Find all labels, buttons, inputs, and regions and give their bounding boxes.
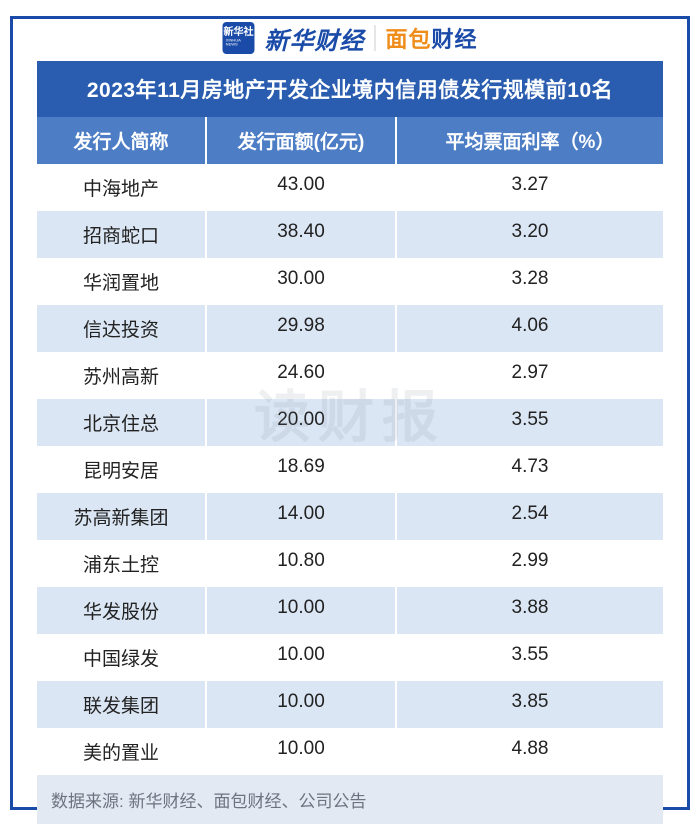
cell-issuer: 苏州高新: [37, 352, 207, 399]
xinhua-badge-en: XINHUA NEWS: [226, 39, 252, 47]
cell-issuer: 华润置地: [37, 258, 207, 305]
cell-rate: 3.55: [397, 634, 663, 681]
cell-issuer: 北京住总: [37, 399, 207, 446]
content-area: 2023年11月房地产开发企业境内信用债发行规模前10名 发行人简称 发行面额(…: [13, 19, 687, 824]
cell-amount: 10.00: [207, 634, 397, 681]
cell-amount: 18.69: [207, 446, 397, 493]
cell-issuer: 华发股份: [37, 587, 207, 634]
table-header-row: 发行人简称 发行面额(亿元) 平均票面利率（%）: [37, 117, 663, 164]
cell-issuer: 联发集团: [37, 681, 207, 728]
data-table: 2023年11月房地产开发企业境内信用债发行规模前10名 发行人简称 发行面额(…: [37, 61, 663, 824]
cell-issuer: 信达投资: [37, 305, 207, 352]
cell-issuer: 浦东土控: [37, 540, 207, 587]
cell-amount: 10.00: [207, 728, 397, 775]
table-row: 浦东土控10.802.99: [37, 540, 663, 587]
cell-amount: 20.00: [207, 399, 397, 446]
mianbao-blue: 财经: [432, 27, 478, 52]
cell-amount: 29.98: [207, 305, 397, 352]
cell-amount: 10.00: [207, 681, 397, 728]
cell-amount: 43.00: [207, 164, 397, 211]
table-title: 2023年11月房地产开发企业境内信用债发行规模前10名: [37, 61, 663, 117]
cell-rate: 3.28: [397, 258, 663, 305]
cell-rate: 4.06: [397, 305, 663, 352]
mianbao-logo-text: 面包财经: [385, 22, 477, 54]
cell-issuer: 昆明安居: [37, 446, 207, 493]
table-body: 中海地产43.003.27招商蛇口38.403.20华润置地30.003.28信…: [37, 164, 663, 775]
cell-rate: 2.99: [397, 540, 663, 587]
cell-amount: 10.80: [207, 540, 397, 587]
col-header-rate: 平均票面利率（%）: [397, 117, 663, 164]
outer-frame: 新华社 XINHUA NEWS 新华财经 面包财经 2023年11月房地产开发企…: [10, 16, 690, 810]
table-row: 中海地产43.003.27: [37, 164, 663, 211]
table-row: 信达投资29.984.06: [37, 305, 663, 352]
table-row: 苏高新集团14.002.54: [37, 493, 663, 540]
cell-rate: 3.20: [397, 211, 663, 258]
xinhua-badge-cn: 新华社: [223, 28, 253, 38]
col-header-amount: 发行面额(亿元): [207, 117, 397, 164]
cell-rate: 2.54: [397, 493, 663, 540]
cell-issuer: 中海地产: [37, 164, 207, 211]
cell-issuer: 中国绿发: [37, 634, 207, 681]
table-row: 中国绿发10.003.55: [37, 634, 663, 681]
table-footer-source: 数据来源: 新华财经、面包财经、公司公告: [37, 775, 663, 824]
cell-amount: 38.40: [207, 211, 397, 258]
cell-rate: 3.85: [397, 681, 663, 728]
col-header-issuer: 发行人简称: [37, 117, 207, 164]
cell-rate: 2.97: [397, 352, 663, 399]
table-row: 联发集团10.003.85: [37, 681, 663, 728]
cell-rate: 3.55: [397, 399, 663, 446]
cell-rate: 3.27: [397, 164, 663, 211]
xinhua-logo-text: 新华财经: [264, 21, 364, 56]
table-row: 昆明安居18.694.73: [37, 446, 663, 493]
cell-rate: 3.88: [397, 587, 663, 634]
table-row: 华润置地30.003.28: [37, 258, 663, 305]
cell-amount: 24.60: [207, 352, 397, 399]
cell-issuer: 美的置业: [37, 728, 207, 775]
cell-amount: 10.00: [207, 587, 397, 634]
table-row: 北京住总20.003.55: [37, 399, 663, 446]
cell-amount: 14.00: [207, 493, 397, 540]
cell-amount: 30.00: [207, 258, 397, 305]
table-row: 苏州高新24.602.97: [37, 352, 663, 399]
table-row: 美的置业10.004.88: [37, 728, 663, 775]
cell-issuer: 招商蛇口: [37, 211, 207, 258]
xinhua-logo-badge: 新华社 XINHUA NEWS: [222, 22, 254, 54]
cell-rate: 4.88: [397, 728, 663, 775]
cell-issuer: 苏高新集团: [37, 493, 207, 540]
logo-divider: [374, 25, 375, 51]
cell-rate: 4.73: [397, 446, 663, 493]
mianbao-orange: 面包: [385, 27, 431, 52]
table-row: 招商蛇口38.403.20: [37, 211, 663, 258]
table-row: 华发股份10.003.88: [37, 587, 663, 634]
logo-bar: 新华社 XINHUA NEWS 新华财经 面包财经: [202, 19, 497, 57]
